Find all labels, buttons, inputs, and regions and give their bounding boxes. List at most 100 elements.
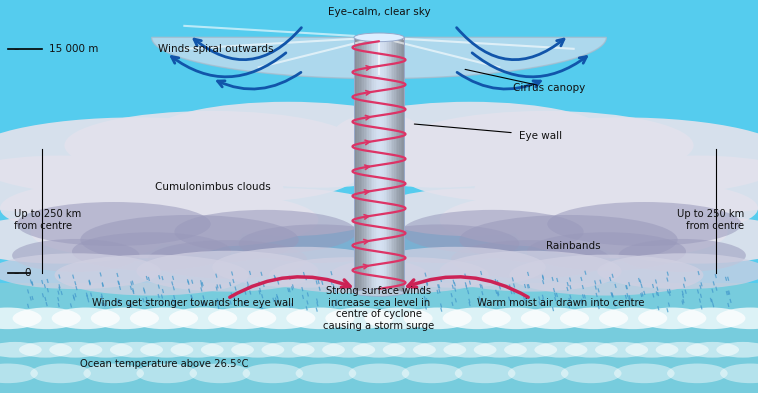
Ellipse shape: [126, 144, 359, 202]
Ellipse shape: [330, 257, 489, 293]
Ellipse shape: [136, 251, 318, 292]
Bar: [382, 37, 385, 293]
Ellipse shape: [201, 342, 254, 358]
Ellipse shape: [0, 364, 38, 383]
Ellipse shape: [440, 251, 622, 292]
Ellipse shape: [0, 307, 42, 329]
Bar: [389, 37, 391, 293]
Ellipse shape: [80, 215, 299, 264]
Ellipse shape: [17, 202, 211, 246]
Ellipse shape: [287, 307, 355, 329]
Ellipse shape: [0, 216, 163, 264]
Ellipse shape: [130, 307, 198, 329]
Ellipse shape: [334, 102, 606, 165]
Ellipse shape: [595, 216, 758, 264]
Ellipse shape: [720, 364, 758, 383]
Bar: [359, 37, 362, 293]
Ellipse shape: [72, 232, 231, 271]
Ellipse shape: [208, 307, 276, 329]
Ellipse shape: [413, 342, 466, 358]
Ellipse shape: [171, 342, 224, 358]
Ellipse shape: [212, 134, 424, 188]
Ellipse shape: [595, 342, 648, 358]
Bar: [365, 37, 368, 293]
Ellipse shape: [599, 307, 667, 329]
Ellipse shape: [52, 307, 120, 329]
Ellipse shape: [239, 224, 398, 263]
Text: Warm moist air drawn into centre: Warm moist air drawn into centre: [478, 298, 644, 308]
Ellipse shape: [515, 205, 728, 259]
Ellipse shape: [91, 307, 159, 329]
Text: Up to 250 km
from centre: Up to 250 km from centre: [677, 209, 744, 231]
Ellipse shape: [360, 224, 519, 263]
Ellipse shape: [12, 239, 139, 272]
Ellipse shape: [625, 342, 678, 358]
Ellipse shape: [440, 193, 652, 247]
Text: Cirrus canopy: Cirrus canopy: [513, 83, 586, 94]
Ellipse shape: [106, 193, 318, 247]
Text: Eye–calm, clear sky: Eye–calm, clear sky: [327, 7, 431, 17]
Ellipse shape: [546, 182, 758, 235]
Text: 15 000 m: 15 000 m: [49, 44, 99, 54]
Ellipse shape: [686, 342, 739, 358]
Bar: [397, 37, 399, 293]
Ellipse shape: [716, 307, 758, 329]
Bar: [354, 37, 356, 293]
Ellipse shape: [354, 289, 404, 296]
Ellipse shape: [80, 342, 133, 358]
Ellipse shape: [521, 307, 589, 329]
Ellipse shape: [152, 102, 424, 165]
Ellipse shape: [243, 364, 303, 383]
Text: Strong surface winds
increase sea level in
centre of cyclone
causing a storm sur: Strong surface winds increase sea level …: [324, 286, 434, 331]
Ellipse shape: [212, 247, 394, 288]
Bar: [354, 37, 404, 293]
Text: Eye wall: Eye wall: [519, 130, 562, 141]
Ellipse shape: [638, 307, 706, 329]
Ellipse shape: [667, 364, 728, 383]
Ellipse shape: [399, 144, 632, 202]
Bar: [369, 37, 371, 293]
Bar: [356, 37, 358, 293]
Bar: [396, 37, 398, 293]
Text: 0: 0: [24, 268, 31, 278]
Bar: [393, 37, 395, 293]
Ellipse shape: [716, 342, 758, 358]
Bar: [399, 37, 402, 293]
Ellipse shape: [443, 307, 511, 329]
Ellipse shape: [509, 255, 703, 296]
Ellipse shape: [262, 342, 315, 358]
Ellipse shape: [0, 253, 161, 289]
Bar: [386, 37, 388, 293]
Bar: [394, 37, 396, 293]
Ellipse shape: [0, 342, 42, 358]
Bar: [387, 37, 390, 293]
Text: –: –: [14, 44, 19, 54]
Ellipse shape: [561, 364, 622, 383]
Ellipse shape: [560, 307, 628, 329]
Bar: [0, 283, 758, 393]
Bar: [357, 37, 360, 293]
Text: –: –: [14, 268, 19, 278]
Bar: [381, 37, 383, 293]
Ellipse shape: [383, 342, 436, 358]
Ellipse shape: [374, 188, 565, 236]
Ellipse shape: [451, 240, 610, 279]
Ellipse shape: [174, 210, 356, 254]
Ellipse shape: [398, 111, 694, 180]
Ellipse shape: [64, 111, 360, 180]
Ellipse shape: [527, 232, 686, 271]
Ellipse shape: [534, 342, 587, 358]
Bar: [402, 37, 405, 293]
Ellipse shape: [475, 160, 708, 218]
Text: Ocean temperature above 26.5°C: Ocean temperature above 26.5°C: [80, 358, 248, 369]
Ellipse shape: [565, 342, 618, 358]
Ellipse shape: [19, 342, 72, 358]
Ellipse shape: [0, 118, 307, 197]
Ellipse shape: [504, 342, 557, 358]
Ellipse shape: [0, 156, 177, 214]
Bar: [362, 37, 365, 293]
Ellipse shape: [364, 247, 546, 288]
Ellipse shape: [269, 257, 428, 293]
Ellipse shape: [508, 364, 568, 383]
Ellipse shape: [597, 253, 758, 289]
